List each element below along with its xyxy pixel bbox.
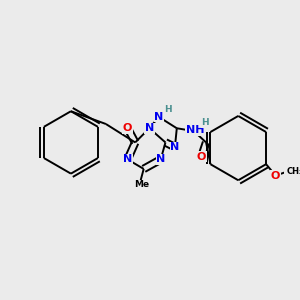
Text: NH: NH	[185, 125, 204, 135]
Text: CH₃: CH₃	[286, 167, 300, 176]
Text: O: O	[271, 170, 280, 181]
Text: O: O	[197, 152, 206, 162]
Text: N: N	[123, 154, 132, 164]
Text: N: N	[154, 112, 164, 122]
Text: O: O	[123, 123, 132, 133]
Text: N: N	[170, 142, 179, 152]
Text: N: N	[145, 123, 154, 133]
Text: N: N	[156, 154, 165, 164]
Text: Me: Me	[134, 181, 149, 190]
Text: H: H	[201, 118, 209, 127]
Text: H: H	[164, 105, 172, 114]
